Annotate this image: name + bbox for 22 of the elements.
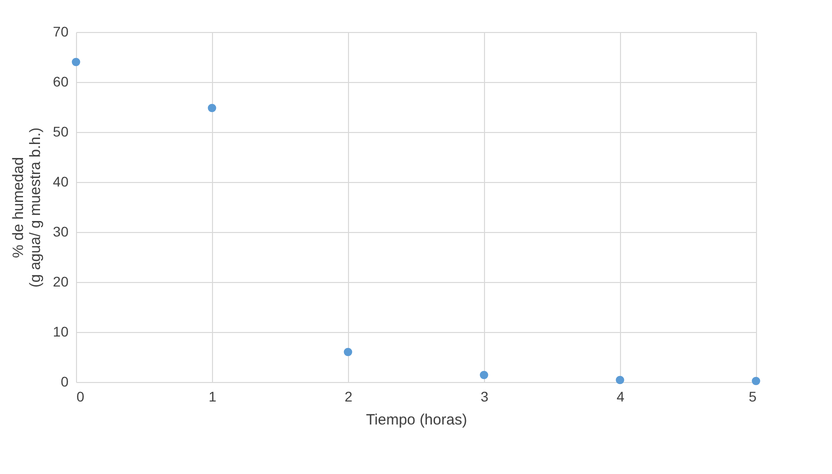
x-tick-label: 2 [344, 388, 353, 404]
y-tick-label: 30 [52, 224, 69, 240]
y-tick-label: 10 [52, 324, 69, 340]
y-tick-label: 70 [52, 24, 69, 40]
y-tick-label: 50 [52, 124, 69, 140]
x-tick-label: 5 [748, 388, 757, 404]
x-tick-label: 4 [616, 388, 625, 404]
point [480, 370, 488, 380]
x-tick-label: 3 [480, 388, 489, 404]
x-tick-label: 1 [208, 388, 217, 404]
x-axis-title: Tiempo (horas) [366, 412, 468, 428]
y-tick-label: 40 [52, 174, 69, 190]
y-tick-label: 20 [52, 274, 69, 290]
y-tick-label: 60 [52, 74, 69, 90]
point [344, 348, 352, 356]
point [72, 58, 80, 66]
x-tick-label: 0 [76, 388, 84, 404]
point [208, 104, 216, 112]
point [752, 376, 760, 386]
point [616, 376, 624, 384]
y-tick-label: 0 [60, 374, 69, 390]
y-axis-title: % de humedad (g agua/ g muestra b.h.) [10, 127, 44, 288]
